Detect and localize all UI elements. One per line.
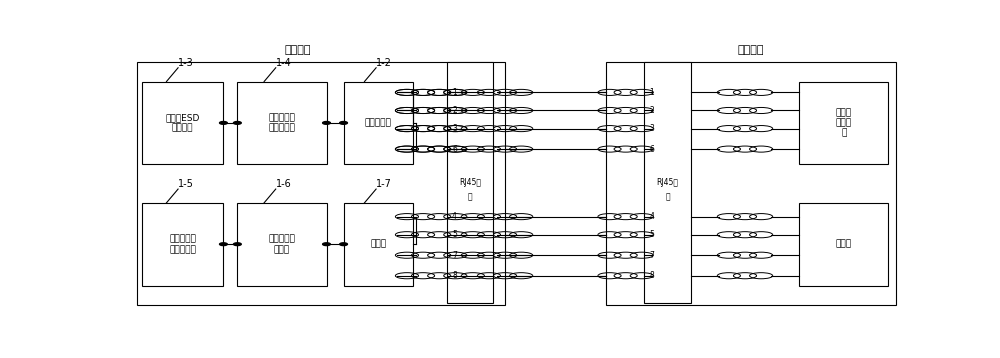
Text: 电源上电顺
序控制电路: 电源上电顺 序控制电路 — [169, 234, 196, 254]
Text: 3: 3 — [452, 124, 457, 133]
Bar — [799, 203, 888, 286]
Circle shape — [220, 121, 227, 124]
Text: 1-4: 1-4 — [276, 58, 291, 68]
Bar — [344, 82, 413, 164]
Bar — [237, 203, 326, 286]
Text: RJ45接: RJ45接 — [459, 178, 481, 187]
Circle shape — [234, 121, 241, 124]
Text: 通讯线路短
路保护电路: 通讯线路短 路保护电路 — [268, 113, 295, 132]
Bar — [137, 62, 505, 305]
Text: 4: 4 — [650, 212, 655, 221]
Text: 供电设备: 供电设备 — [284, 45, 311, 55]
Text: 6: 6 — [650, 145, 655, 154]
Text: 电路短路保
护电路: 电路短路保 护电路 — [268, 234, 295, 254]
Bar — [447, 62, 493, 304]
Text: 1-7: 1-7 — [376, 179, 392, 189]
Text: 电源线: 电源线 — [836, 240, 852, 249]
Text: 电源线: 电源线 — [370, 240, 386, 249]
Bar — [142, 82, 223, 164]
Text: 7: 7 — [650, 251, 655, 260]
Bar — [142, 203, 223, 286]
Text: 4: 4 — [452, 212, 457, 221]
Circle shape — [234, 243, 241, 246]
Text: 6: 6 — [452, 145, 457, 154]
Text: 1-3: 1-3 — [178, 58, 194, 68]
Text: 5: 5 — [650, 230, 655, 239]
Text: 2: 2 — [452, 106, 457, 115]
Text: 受电设备: 受电设备 — [738, 45, 764, 55]
Text: 1-5: 1-5 — [178, 179, 194, 189]
Bar — [344, 203, 413, 286]
Bar — [237, 82, 326, 164]
Text: 1: 1 — [452, 88, 457, 97]
Bar — [606, 62, 896, 305]
Text: 网络数据线: 网络数据线 — [365, 118, 392, 127]
Text: 1: 1 — [650, 88, 654, 97]
Circle shape — [323, 243, 330, 246]
Text: 7: 7 — [452, 251, 457, 260]
Circle shape — [323, 121, 330, 124]
Text: RJ45接: RJ45接 — [656, 178, 678, 187]
Text: 8: 8 — [650, 271, 654, 280]
Text: 百兆网
络数据
线: 百兆网 络数据 线 — [836, 108, 852, 138]
Bar — [799, 82, 888, 164]
Text: 5: 5 — [452, 230, 457, 239]
Text: 通讯线ESD
保护电路: 通讯线ESD 保护电路 — [166, 113, 200, 132]
Bar — [644, 62, 691, 304]
Text: 1-2: 1-2 — [376, 58, 392, 68]
Circle shape — [220, 243, 227, 246]
Circle shape — [340, 243, 347, 246]
Text: 口: 口 — [665, 193, 670, 202]
Text: 2: 2 — [650, 106, 654, 115]
Text: 3: 3 — [650, 124, 655, 133]
Circle shape — [340, 121, 347, 124]
Text: 1-6: 1-6 — [276, 179, 291, 189]
Text: 口: 口 — [468, 193, 472, 202]
Text: 8: 8 — [452, 271, 457, 280]
